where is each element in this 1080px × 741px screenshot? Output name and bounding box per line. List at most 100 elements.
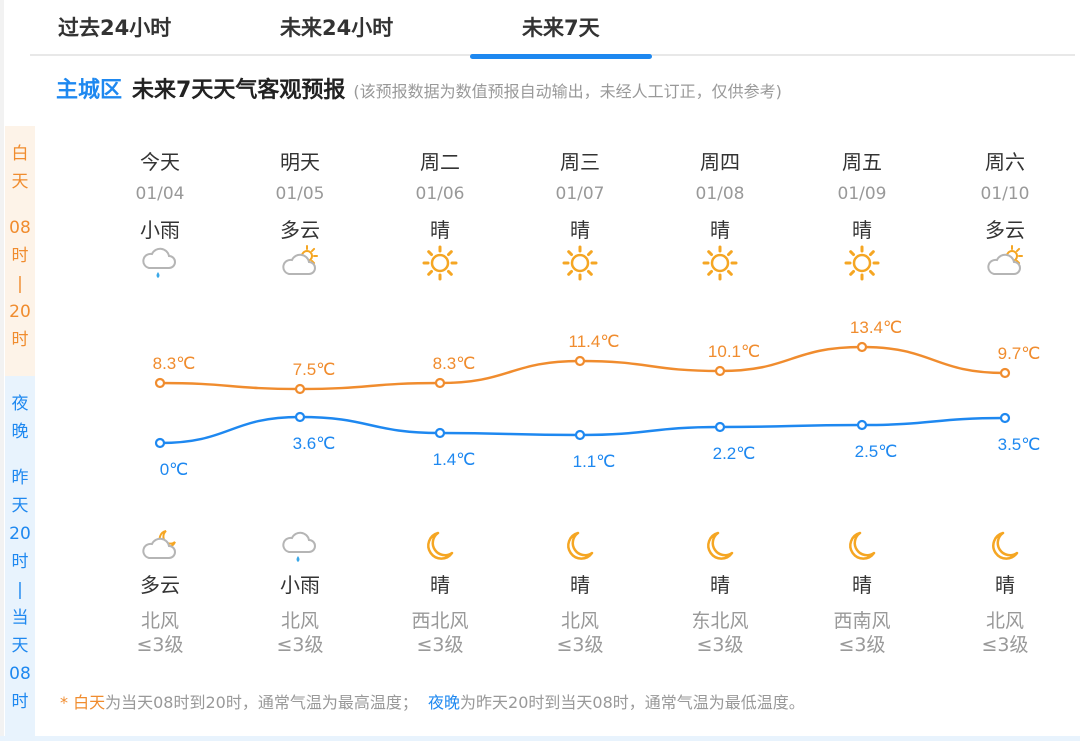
day-label-char: 时: [11, 330, 29, 350]
high-temp-label: 10.1℃: [708, 342, 760, 361]
high-temp-label: 13.4℃: [850, 318, 902, 337]
partly-cloudy-day-icon: [940, 244, 1070, 282]
high-temp-point: [714, 365, 726, 377]
high-temp-label: 8.3℃: [153, 354, 196, 373]
low-temp-label: 2.5℃: [855, 442, 898, 461]
wind-level: ≤3级: [696, 634, 744, 656]
cloudy-night-icon: [95, 528, 225, 566]
footnote-day-text: 为当天08时到20时，通常气温为最高温度；: [105, 693, 418, 712]
day-weather: 晴: [852, 218, 872, 242]
low-temp-point: [714, 421, 726, 433]
high-temp-point: [154, 377, 166, 389]
night-period-label: 夜晚昨天 20 时 | 当天 08 时: [5, 376, 35, 736]
tab-next-7d[interactable]: 未来7天: [522, 12, 600, 42]
high-temp-label: 7.5℃: [293, 360, 336, 379]
moon-icon: [655, 528, 785, 566]
low-temp-label: 2.2℃: [713, 444, 756, 463]
low-temp-label: 1.4℃: [433, 450, 476, 469]
moon-icon: [797, 528, 927, 566]
night-label-char: 时: [11, 552, 29, 572]
partly-cloudy-day-icon: [235, 244, 365, 282]
low-temp-point: [434, 427, 446, 439]
high-temp-point: [434, 377, 446, 389]
night-label-char: 昨: [11, 468, 29, 488]
day-label-char: 白: [11, 144, 29, 164]
footnote-night-text: 为昨天20时到当天08时，通常气温为最低温度。: [460, 693, 805, 712]
night-label-char: 当: [11, 608, 29, 628]
high-temp-point: [856, 341, 868, 353]
day-name: 周三: [560, 150, 600, 174]
day-name: 周五: [842, 150, 882, 174]
day-period-label: 白天 08 时 | 20 时: [5, 126, 35, 376]
night-weather: 晴: [710, 573, 730, 597]
high-temp-label: 8.3℃: [433, 354, 476, 373]
night-weather: 晴: [430, 573, 450, 597]
sun-icon: [515, 244, 645, 282]
low-temp-label: 1.1℃: [573, 452, 616, 471]
day-weather: 多云: [985, 218, 1025, 242]
wind-direction: 北风: [985, 610, 1024, 632]
wind-direction: 东北风: [691, 610, 749, 632]
night-weather: 多云: [140, 573, 180, 597]
bottom-bar: [0, 736, 1080, 741]
night-label-char: 08: [9, 664, 31, 684]
night-label-char: 晚: [11, 422, 29, 442]
day-name: 明天: [280, 150, 320, 174]
light-rain-icon: [235, 528, 365, 566]
day-date: 01/08: [695, 184, 745, 204]
page-heading: 主城区 未来7天天气客观预报 (该预报数据为数值预报自动输出，未经人工订正，仅供参考…: [56, 72, 782, 104]
low-temp-point: [856, 419, 868, 431]
page-title: 未来7天天气客观预报: [132, 78, 346, 103]
high-temp-line: [159, 345, 1006, 391]
day-date: 01/05: [275, 184, 325, 204]
footnote-day-label: 白天: [73, 693, 106, 712]
day-name: 周六: [985, 150, 1025, 174]
temperature-chart: 8.3℃ 7.5℃ 8.3℃ 11.4℃ 10.1℃ 13.4℃ 9.7℃ 0℃ 3.6℃ 1.4…: [153, 318, 1041, 479]
night-label-char: 20: [9, 524, 31, 544]
moon-icon: [940, 528, 1070, 566]
day-weather: 晴: [430, 218, 450, 242]
day-date: 01/04: [135, 184, 185, 204]
day-label-char: |: [17, 274, 23, 294]
wind-level: ≤3级: [981, 634, 1029, 656]
day-weather: 晴: [570, 218, 590, 242]
low-temp-point: [999, 412, 1011, 424]
light-rain-icon: [95, 244, 225, 282]
day-name: 周四: [700, 150, 740, 174]
high-temp-point: [294, 383, 306, 395]
wind-direction: 北风: [560, 610, 599, 632]
day-weather: 小雨: [140, 218, 180, 242]
day-label-char: 天: [11, 172, 29, 192]
wind-direction: 西北风: [411, 610, 469, 632]
high-temp-point: [999, 367, 1011, 379]
low-temp-label: 3.6℃: [293, 434, 336, 453]
night-weather: 晴: [852, 573, 872, 597]
day-date: 01/07: [555, 184, 605, 204]
high-temp-label: 9.7℃: [998, 344, 1041, 363]
sun-icon: [797, 244, 927, 282]
moon-icon: [515, 528, 645, 566]
low-temp-point: [294, 411, 306, 423]
tab-bar: 过去24小时 未来24小时 未来7天: [30, 0, 1075, 56]
left-edge: [0, 0, 4, 741]
sun-icon: [655, 244, 785, 282]
day-label-char: 20: [9, 302, 31, 322]
day-weather: 晴: [710, 218, 730, 242]
tab-past-24h[interactable]: 过去24小时: [58, 16, 172, 40]
disclaimer-note: (该预报数据为数值预报自动输出，未经人工订正，仅供参考): [353, 82, 782, 101]
night-label-char: 夜: [11, 394, 29, 414]
night-label-char: 天: [11, 636, 29, 656]
night-weather: 晴: [570, 573, 590, 597]
wind-level: ≤3级: [838, 634, 886, 656]
low-temp-label: 3.5℃: [998, 435, 1041, 454]
tab-next-24h[interactable]: 未来24小时: [280, 16, 394, 40]
day-label-char: 08: [9, 218, 31, 238]
moon-icon: [375, 528, 505, 566]
wind-level: ≤3级: [136, 634, 184, 656]
night-weather: 小雨: [280, 573, 320, 597]
footnote-night-label: 夜晚: [428, 693, 461, 712]
night-label-char: 天: [11, 496, 29, 516]
night-label-char: 时: [11, 692, 29, 712]
day-name: 周二: [420, 150, 460, 174]
high-temp-point: [574, 355, 586, 367]
